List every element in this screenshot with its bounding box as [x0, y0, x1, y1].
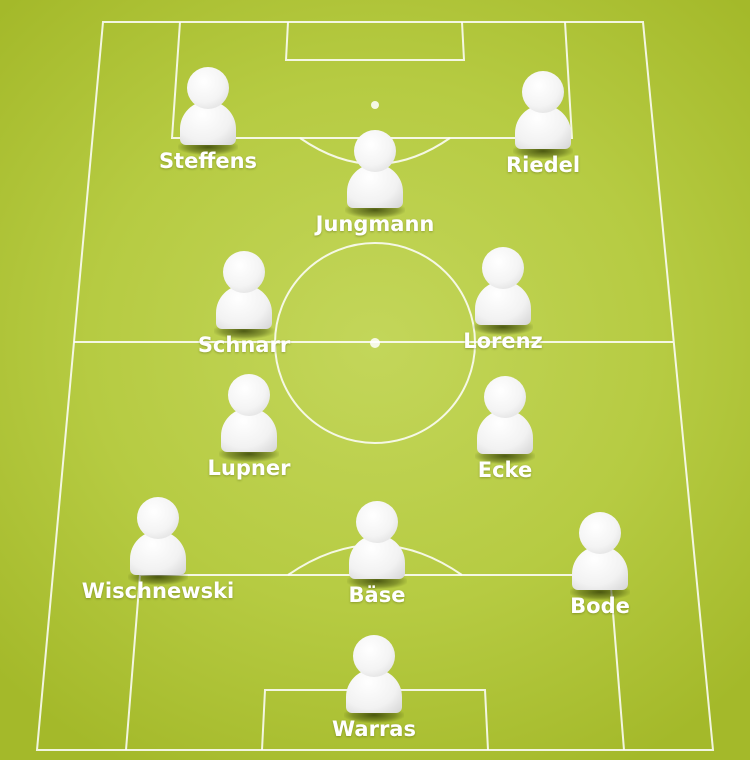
- player-pawn-icon: [568, 512, 632, 602]
- player-pawn-icon: [471, 247, 535, 337]
- player-pawn-icon: [126, 497, 190, 587]
- player-name: Wischnewski: [81, 579, 235, 603]
- player-name: Steffens: [158, 149, 258, 173]
- player-pawn-icon: [343, 130, 407, 220]
- top-penalty-spot: [371, 101, 379, 109]
- player-name: Schnarr: [197, 333, 291, 357]
- player-name: Riedel: [505, 153, 581, 177]
- player-name: Lorenz: [463, 329, 543, 353]
- player-pawn-icon: [217, 374, 281, 464]
- player-pawn-icon: [345, 501, 409, 591]
- player-name: Warras: [332, 717, 416, 741]
- player-name: Bäse: [348, 583, 406, 607]
- center-circle: [274, 242, 476, 444]
- player-pawn-icon: [342, 635, 406, 725]
- player-name: Ecke: [477, 458, 533, 482]
- player-pawn-icon: [473, 376, 537, 466]
- player-pawn-icon: [212, 251, 276, 341]
- player-pawn-icon: [511, 71, 575, 161]
- player-name: Lupner: [207, 456, 291, 480]
- player-name: Bode: [570, 594, 630, 618]
- top-goal-box: [284, 21, 466, 61]
- player-name: Jungmann: [315, 212, 435, 236]
- player-pawn-icon: [176, 67, 240, 157]
- center-spot: [370, 338, 380, 348]
